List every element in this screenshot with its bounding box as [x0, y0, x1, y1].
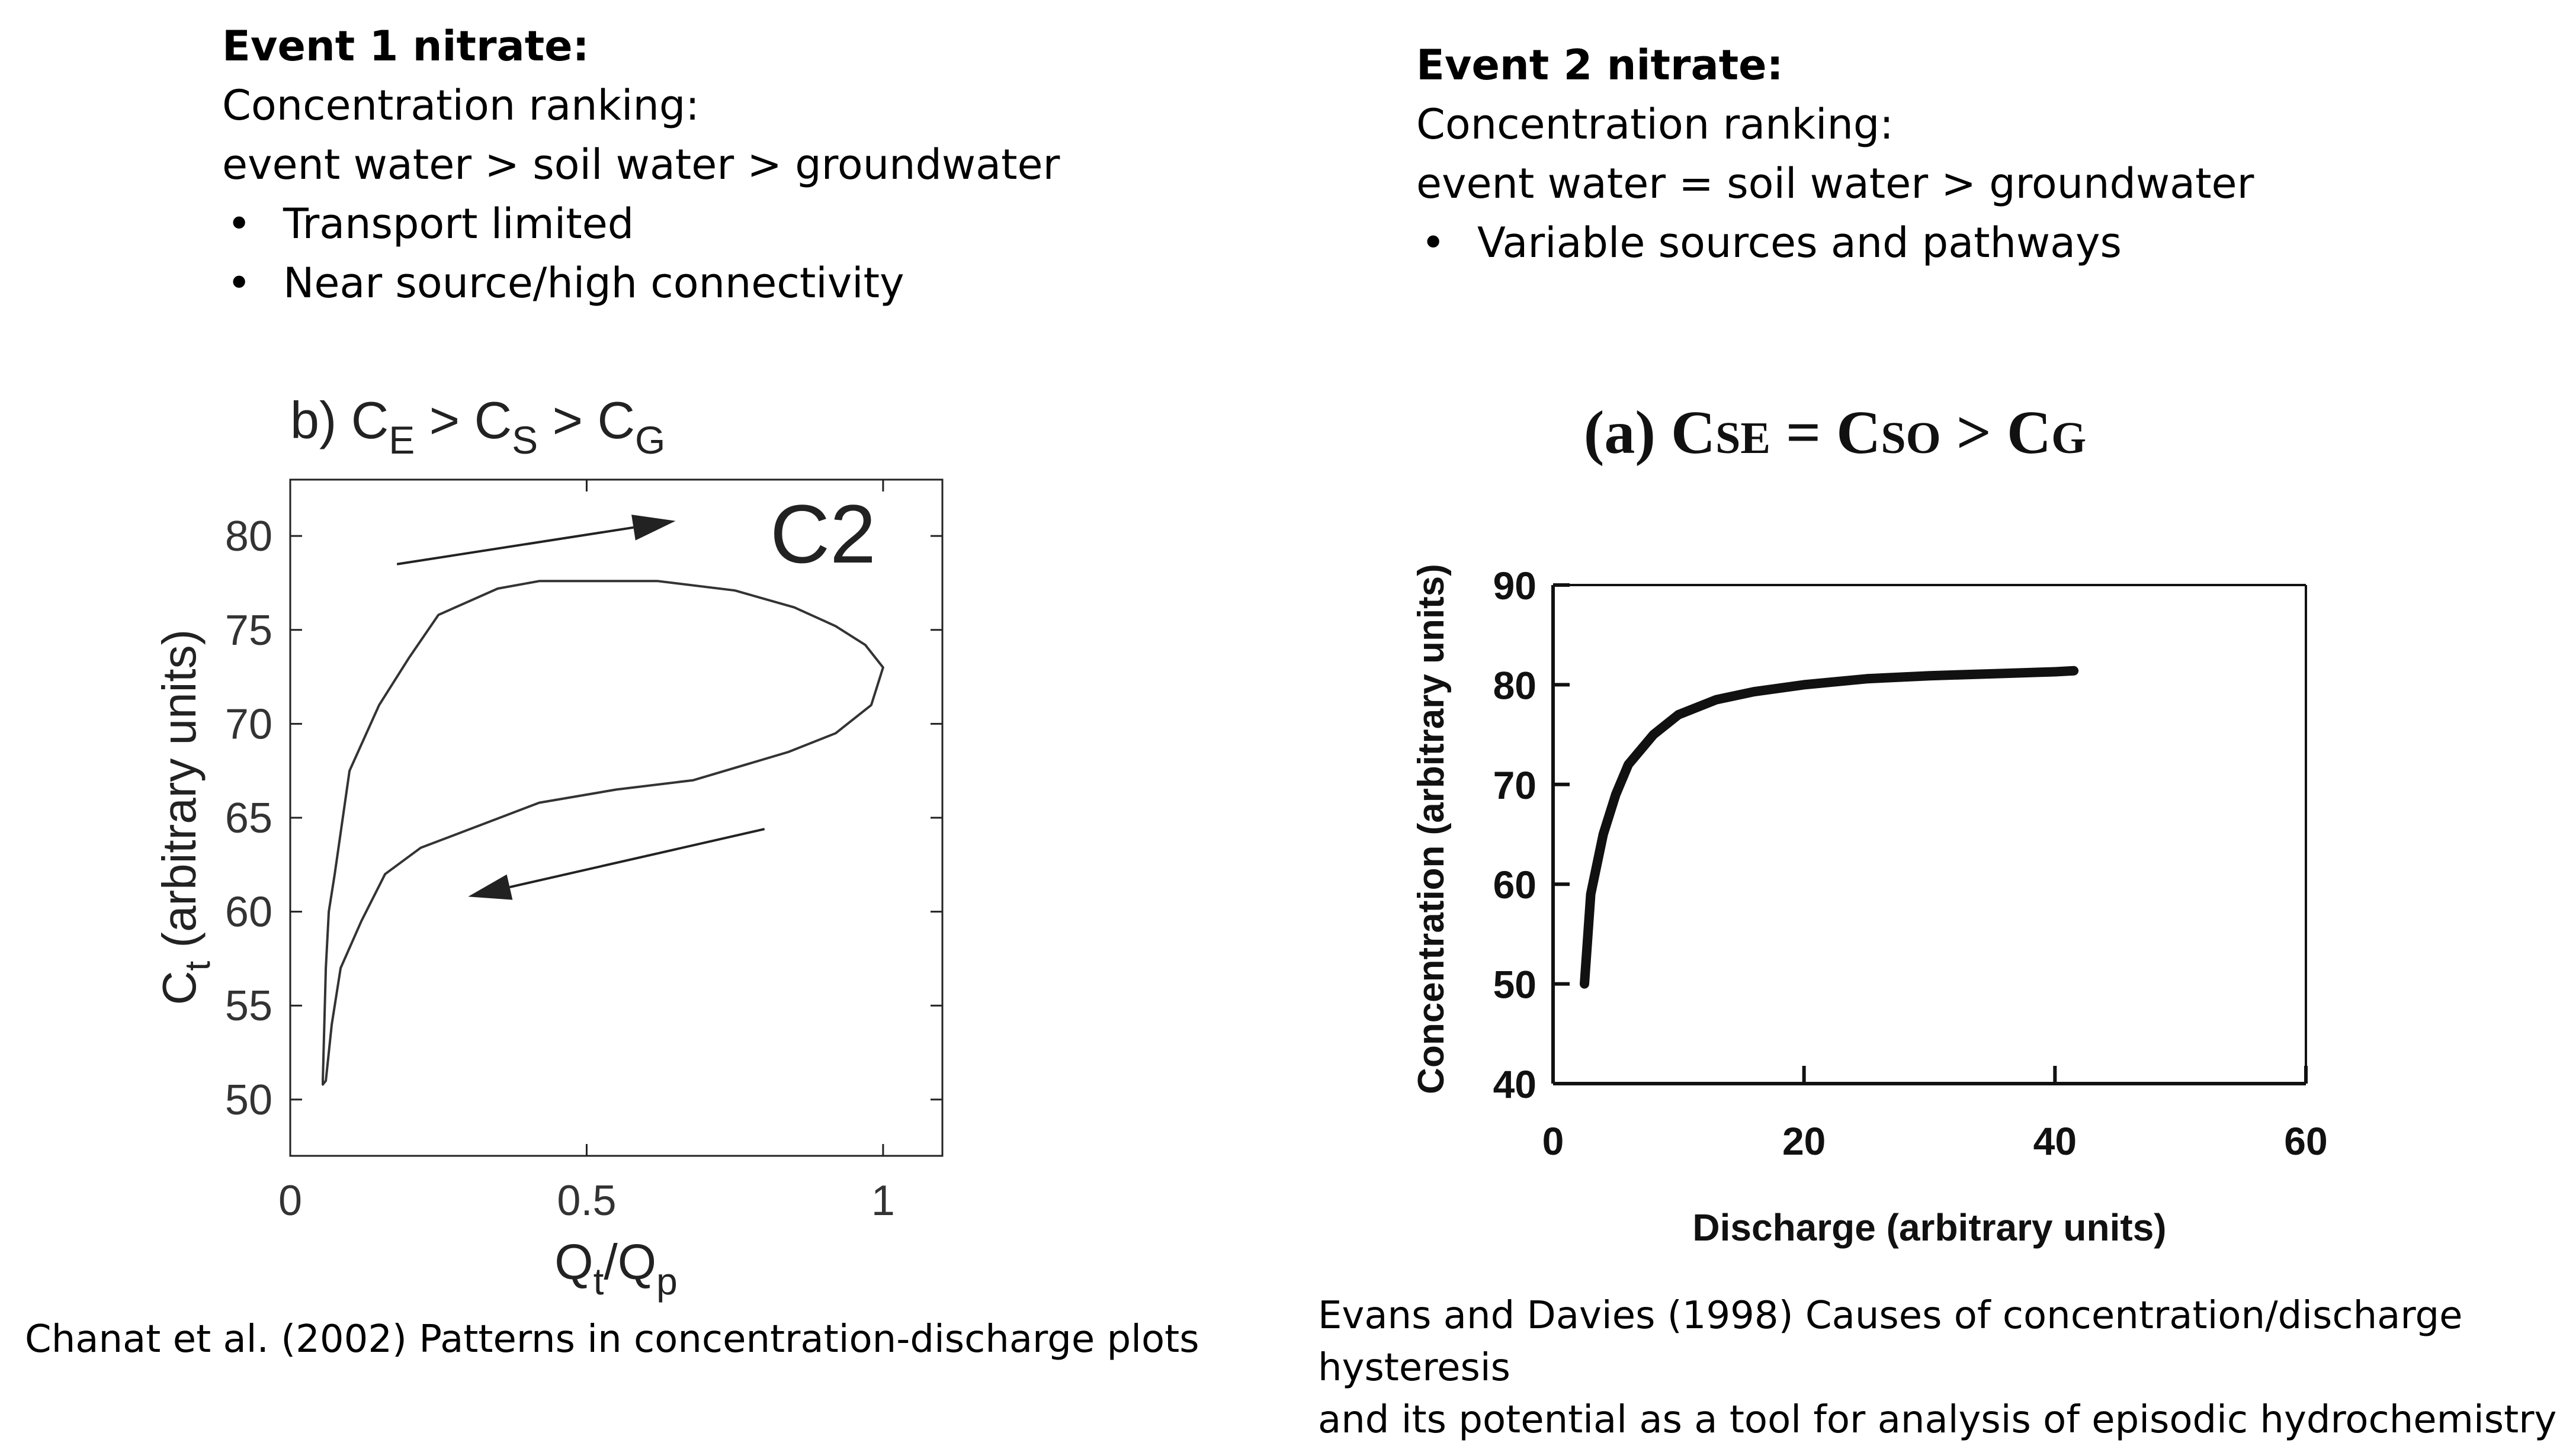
chart2-y-tick-label: 80 — [1493, 663, 1536, 707]
chart1-x-tick-label: 0 — [278, 1177, 302, 1225]
chart2-x-tick-label: 60 — [2284, 1119, 2327, 1163]
chart2-title-part: > C — [1941, 399, 2051, 467]
event1-heading: Event 1 nitrate: — [222, 22, 589, 70]
event2-heading: Event 2 nitrate: — [1416, 41, 1783, 89]
chart1-y-tick-label: 50 — [225, 1077, 272, 1124]
chart2-y-tick-label: 60 — [1493, 863, 1536, 907]
chart2-y-tick-label: 40 — [1493, 1062, 1536, 1106]
event2-line1: Concentration ranking: — [1416, 100, 1894, 149]
chart1-title: b) CE > CS > CG — [290, 391, 665, 462]
chart1-title-part: b) C — [290, 391, 389, 449]
chart2-x-tick-label: 40 — [2033, 1119, 2077, 1163]
chart1-ylabel-part: (arbitrary units) — [153, 629, 206, 961]
event1-bullet: Near source/high connectivity — [222, 253, 1060, 313]
chart1-title-subscript: E — [389, 418, 415, 462]
event2-line2: event water = soil water > groundwater — [1416, 159, 2254, 208]
chart2-series-line — [1580, 666, 2079, 989]
chart1-ylabel: Ct (arbitrary units) — [153, 629, 217, 1005]
chart1-series-line — [322, 580, 884, 1086]
chart2-y-tick-label: 90 — [1493, 564, 1536, 608]
caption-left: Chanat et al. (2002) Patterns in concent… — [25, 1318, 1199, 1361]
chart1-xlabel: Qt/Qp — [554, 1234, 677, 1303]
chart1-title-subscript: G — [635, 418, 665, 462]
event1-line1: Concentration ranking: — [222, 81, 700, 130]
chart1-xlabel-part: /Q — [604, 1234, 656, 1290]
chart1-title-subscript: S — [512, 418, 538, 462]
chart1-y-tick-label: 80 — [225, 513, 272, 560]
chart2-title-subscript: SO — [1881, 413, 1940, 463]
chart1-y-tick-label: 75 — [225, 607, 272, 654]
chart1-ylabel-subscript: t — [178, 961, 217, 971]
chart1-ylabel-part: C — [153, 971, 206, 1005]
chart2-title-subscript: G — [2051, 413, 2086, 463]
caption-right: Evans and Davies (1998) Causes of concen… — [1318, 1290, 2576, 1446]
chart1-title-part: > C — [538, 391, 635, 449]
chart1-arrow-shaft — [396, 526, 634, 565]
chart2-y-tick-label: 50 — [1493, 963, 1536, 1007]
chart2-title-part: = C — [1770, 399, 1881, 467]
event1-bullet: Transport limited — [222, 194, 1060, 253]
chart1-arrow-shaft — [509, 828, 765, 889]
caption-right-line2: and its potential as a tool for analysis… — [1318, 1398, 2557, 1442]
event1-line2: event water > soil water > groundwater — [222, 140, 1060, 189]
chart1-xlabel-subscript: t — [594, 1260, 604, 1303]
chart1-xlabel-subscript: p — [656, 1260, 678, 1303]
chart1-arrow-head — [631, 515, 676, 541]
chart1-y-tick-label: 65 — [225, 795, 272, 842]
chart1-x-tick-label: 1 — [871, 1177, 895, 1225]
chart1-annotation: C2 — [770, 487, 876, 580]
chart1-xlabel-part: Q — [554, 1234, 593, 1290]
event2-bullet: Variable sources and pathways — [1416, 213, 2254, 272]
chart2-x-tick-label: 20 — [1782, 1119, 1826, 1163]
chart1-y-tick-label: 70 — [225, 700, 272, 748]
chart1-title-part: > C — [415, 391, 512, 449]
chart1-y-tick-label: 60 — [225, 889, 272, 936]
event1-text: Event 1 nitrate: Concentration ranking: … — [222, 17, 1060, 313]
chart1-arrow-head — [468, 874, 513, 900]
chart2-title: (a) CSE = CSO > CG — [1584, 399, 2087, 467]
chart2-xlabel: Discharge (arbitrary units) — [1692, 1206, 2166, 1249]
event1-bullets: Transport limited Near source/high conne… — [222, 194, 1060, 313]
chart2-y-tick-label: 70 — [1493, 763, 1536, 807]
event2-text: Event 2 nitrate: Concentration ranking: … — [1416, 36, 2254, 272]
chart2-title-part: (a) C — [1584, 399, 1715, 467]
caption-right-line1: Evans and Davies (1998) Causes of concen… — [1318, 1294, 2463, 1390]
event2-bullets: Variable sources and pathways — [1416, 213, 2254, 272]
chart2-ylabel: Concentration (arbitrary units) — [1411, 564, 1452, 1094]
chart2-x-tick-label: 0 — [1542, 1119, 1564, 1163]
chart1-x-tick-label: 0.5 — [557, 1177, 616, 1225]
chart1-y-tick-label: 55 — [225, 982, 272, 1030]
chart2-title-subscript: SE — [1715, 413, 1770, 463]
